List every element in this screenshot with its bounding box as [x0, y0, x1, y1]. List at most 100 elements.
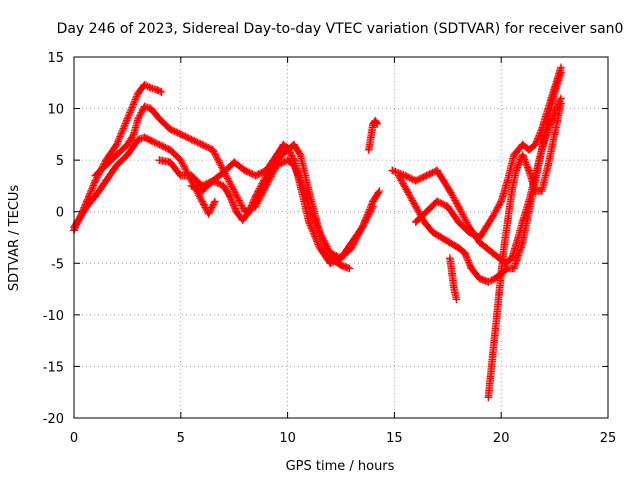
data-point: [364, 146, 373, 154]
data-point: [345, 264, 354, 273]
data-point: [503, 176, 512, 185]
data-point: [452, 295, 461, 304]
data-point: [388, 166, 397, 175]
data-point: [232, 207, 241, 216]
y-tick-label: -10: [43, 309, 64, 324]
data-point: [347, 244, 356, 252]
series-track-2: [70, 133, 219, 235]
data-point: [326, 249, 335, 257]
data-point: [123, 115, 132, 123]
data-point: [486, 372, 495, 381]
data-point: [251, 192, 260, 201]
data-point: [508, 254, 516, 262]
y-tick-label: -15: [43, 360, 64, 375]
y-tick-label: 10: [47, 103, 64, 118]
data-point: [230, 187, 238, 195]
data-point: [488, 352, 497, 360]
series-track-11: [484, 99, 565, 402]
data-point: [544, 161, 552, 170]
data-point: [482, 244, 491, 252]
data-point: [91, 171, 100, 180]
trace-track-9: [446, 254, 460, 302]
x-tick-label: 15: [386, 431, 403, 446]
data-point: [238, 216, 247, 224]
data-point: [112, 140, 121, 149]
series-track-5: [187, 140, 384, 262]
x-tick-label: 10: [279, 431, 296, 446]
x-tick-label: 0: [70, 431, 78, 446]
data-point: [241, 166, 249, 175]
data-point: [394, 171, 403, 180]
data-point: [367, 133, 375, 142]
data-point: [482, 223, 491, 231]
data-point: [411, 176, 420, 185]
data-point: [531, 140, 540, 149]
data-point: [290, 156, 298, 164]
data-point: [219, 168, 228, 177]
data-point: [550, 130, 559, 139]
data-point: [499, 249, 508, 257]
data-point: [467, 264, 476, 273]
x-axis-label: GPS time / hours: [286, 459, 395, 474]
data-point: [454, 218, 463, 226]
data-point: [134, 89, 142, 97]
data-point: [112, 161, 121, 170]
data-point: [422, 207, 431, 216]
data-point: [525, 166, 533, 175]
data-point: [508, 187, 516, 195]
x-tick-label: 25: [600, 431, 617, 446]
data-point: [155, 156, 164, 164]
data-point: [102, 176, 110, 185]
data-point: [140, 81, 149, 89]
x-tick-label: 20: [493, 431, 510, 446]
data-point: [537, 146, 546, 154]
data-point: [230, 158, 238, 167]
y-tick-label: 0: [56, 206, 64, 221]
y-tick-label: -5: [51, 257, 64, 272]
data-point: [403, 187, 412, 195]
data-point: [112, 151, 121, 159]
data-point: [537, 125, 546, 133]
data-point: [476, 274, 484, 283]
y-tick-label: 15: [47, 51, 64, 66]
data-point: [518, 140, 527, 149]
data-point: [209, 176, 217, 185]
data-point: [337, 261, 345, 270]
data-point: [537, 187, 546, 195]
data-point: [123, 140, 132, 149]
data-point: [102, 161, 110, 170]
data-point: [83, 202, 91, 211]
data-point: [433, 197, 441, 206]
data-point: [446, 254, 454, 262]
data-point: [503, 218, 512, 226]
data-point: [134, 135, 142, 144]
data-point: [488, 249, 497, 257]
data-point: [518, 238, 527, 247]
data-point: [305, 187, 313, 195]
data-point: [433, 166, 441, 175]
data-point: [375, 187, 384, 195]
data-point: [446, 187, 454, 195]
data-point: [262, 182, 271, 190]
data-point: [251, 171, 260, 180]
data-point: [296, 151, 305, 159]
data-point: [454, 244, 463, 252]
data-point: [149, 137, 157, 146]
data-point: [140, 102, 149, 111]
data-point: [290, 140, 298, 149]
series-track-9: [446, 254, 461, 304]
data-point: [305, 218, 313, 226]
data-point: [155, 115, 164, 123]
data-point: [497, 269, 505, 278]
data-point: [531, 187, 540, 195]
data-point: [490, 331, 499, 340]
data-point: [123, 151, 132, 159]
data-point: [557, 99, 565, 108]
data-point: [187, 171, 196, 180]
data-point: [557, 63, 565, 72]
data-point: [411, 218, 420, 226]
data-point: [495, 290, 503, 299]
data-point: [283, 156, 292, 164]
data-point: [476, 233, 484, 242]
data-point: [76, 213, 85, 221]
